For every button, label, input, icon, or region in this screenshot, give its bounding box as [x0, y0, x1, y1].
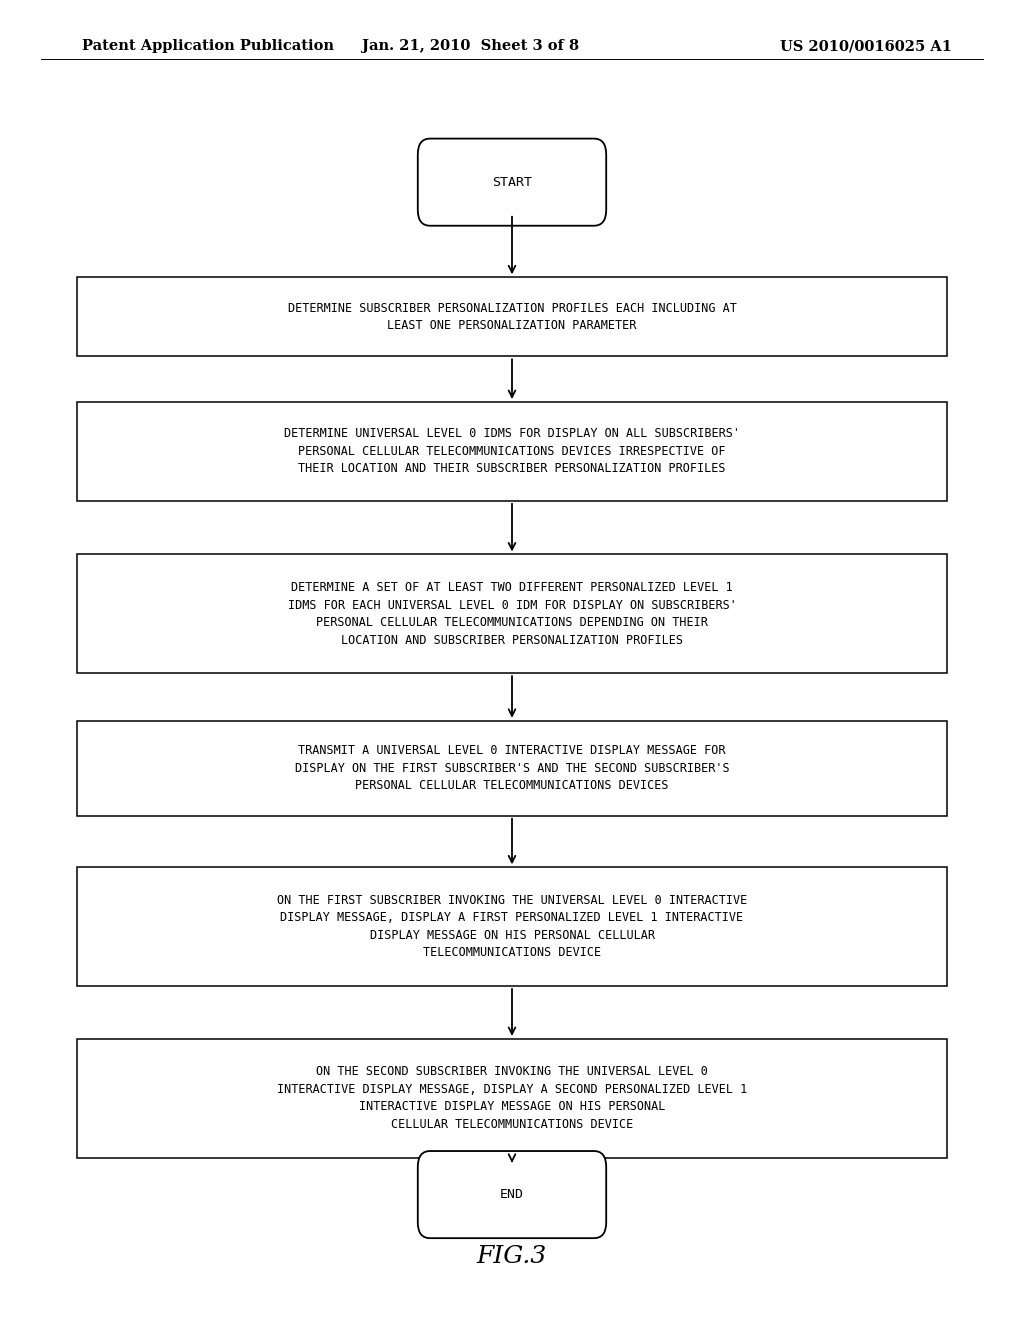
Text: ON THE SECOND SUBSCRIBER INVOKING THE UNIVERSAL LEVEL 0
INTERACTIVE DISPLAY MESS: ON THE SECOND SUBSCRIBER INVOKING THE UN…	[276, 1065, 748, 1131]
FancyBboxPatch shape	[77, 277, 947, 356]
FancyBboxPatch shape	[77, 401, 947, 500]
FancyBboxPatch shape	[77, 554, 947, 673]
Text: ON THE FIRST SUBSCRIBER INVOKING THE UNIVERSAL LEVEL 0 INTERACTIVE
DISPLAY MESSA: ON THE FIRST SUBSCRIBER INVOKING THE UNI…	[276, 894, 748, 960]
Text: DETERMINE A SET OF AT LEAST TWO DIFFERENT PERSONALIZED LEVEL 1
IDMS FOR EACH UNI: DETERMINE A SET OF AT LEAST TWO DIFFEREN…	[288, 581, 736, 647]
Text: US 2010/0016025 A1: US 2010/0016025 A1	[780, 40, 952, 53]
Text: DETERMINE UNIVERSAL LEVEL 0 IDMS FOR DISPLAY ON ALL SUBSCRIBERS'
PERSONAL CELLUL: DETERMINE UNIVERSAL LEVEL 0 IDMS FOR DIS…	[284, 428, 740, 475]
Text: START: START	[492, 176, 532, 189]
FancyBboxPatch shape	[418, 139, 606, 226]
FancyBboxPatch shape	[77, 867, 947, 986]
Text: Patent Application Publication: Patent Application Publication	[82, 40, 334, 53]
Text: END: END	[500, 1188, 524, 1201]
FancyBboxPatch shape	[77, 721, 947, 816]
Text: Jan. 21, 2010  Sheet 3 of 8: Jan. 21, 2010 Sheet 3 of 8	[362, 40, 580, 53]
Text: TRANSMIT A UNIVERSAL LEVEL 0 INTERACTIVE DISPLAY MESSAGE FOR
DISPLAY ON THE FIRS: TRANSMIT A UNIVERSAL LEVEL 0 INTERACTIVE…	[295, 744, 729, 792]
FancyBboxPatch shape	[418, 1151, 606, 1238]
Text: FIG.3: FIG.3	[477, 1245, 547, 1269]
Text: DETERMINE SUBSCRIBER PERSONALIZATION PROFILES EACH INCLUDING AT
LEAST ONE PERSON: DETERMINE SUBSCRIBER PERSONALIZATION PRO…	[288, 301, 736, 333]
FancyBboxPatch shape	[77, 1039, 947, 1158]
